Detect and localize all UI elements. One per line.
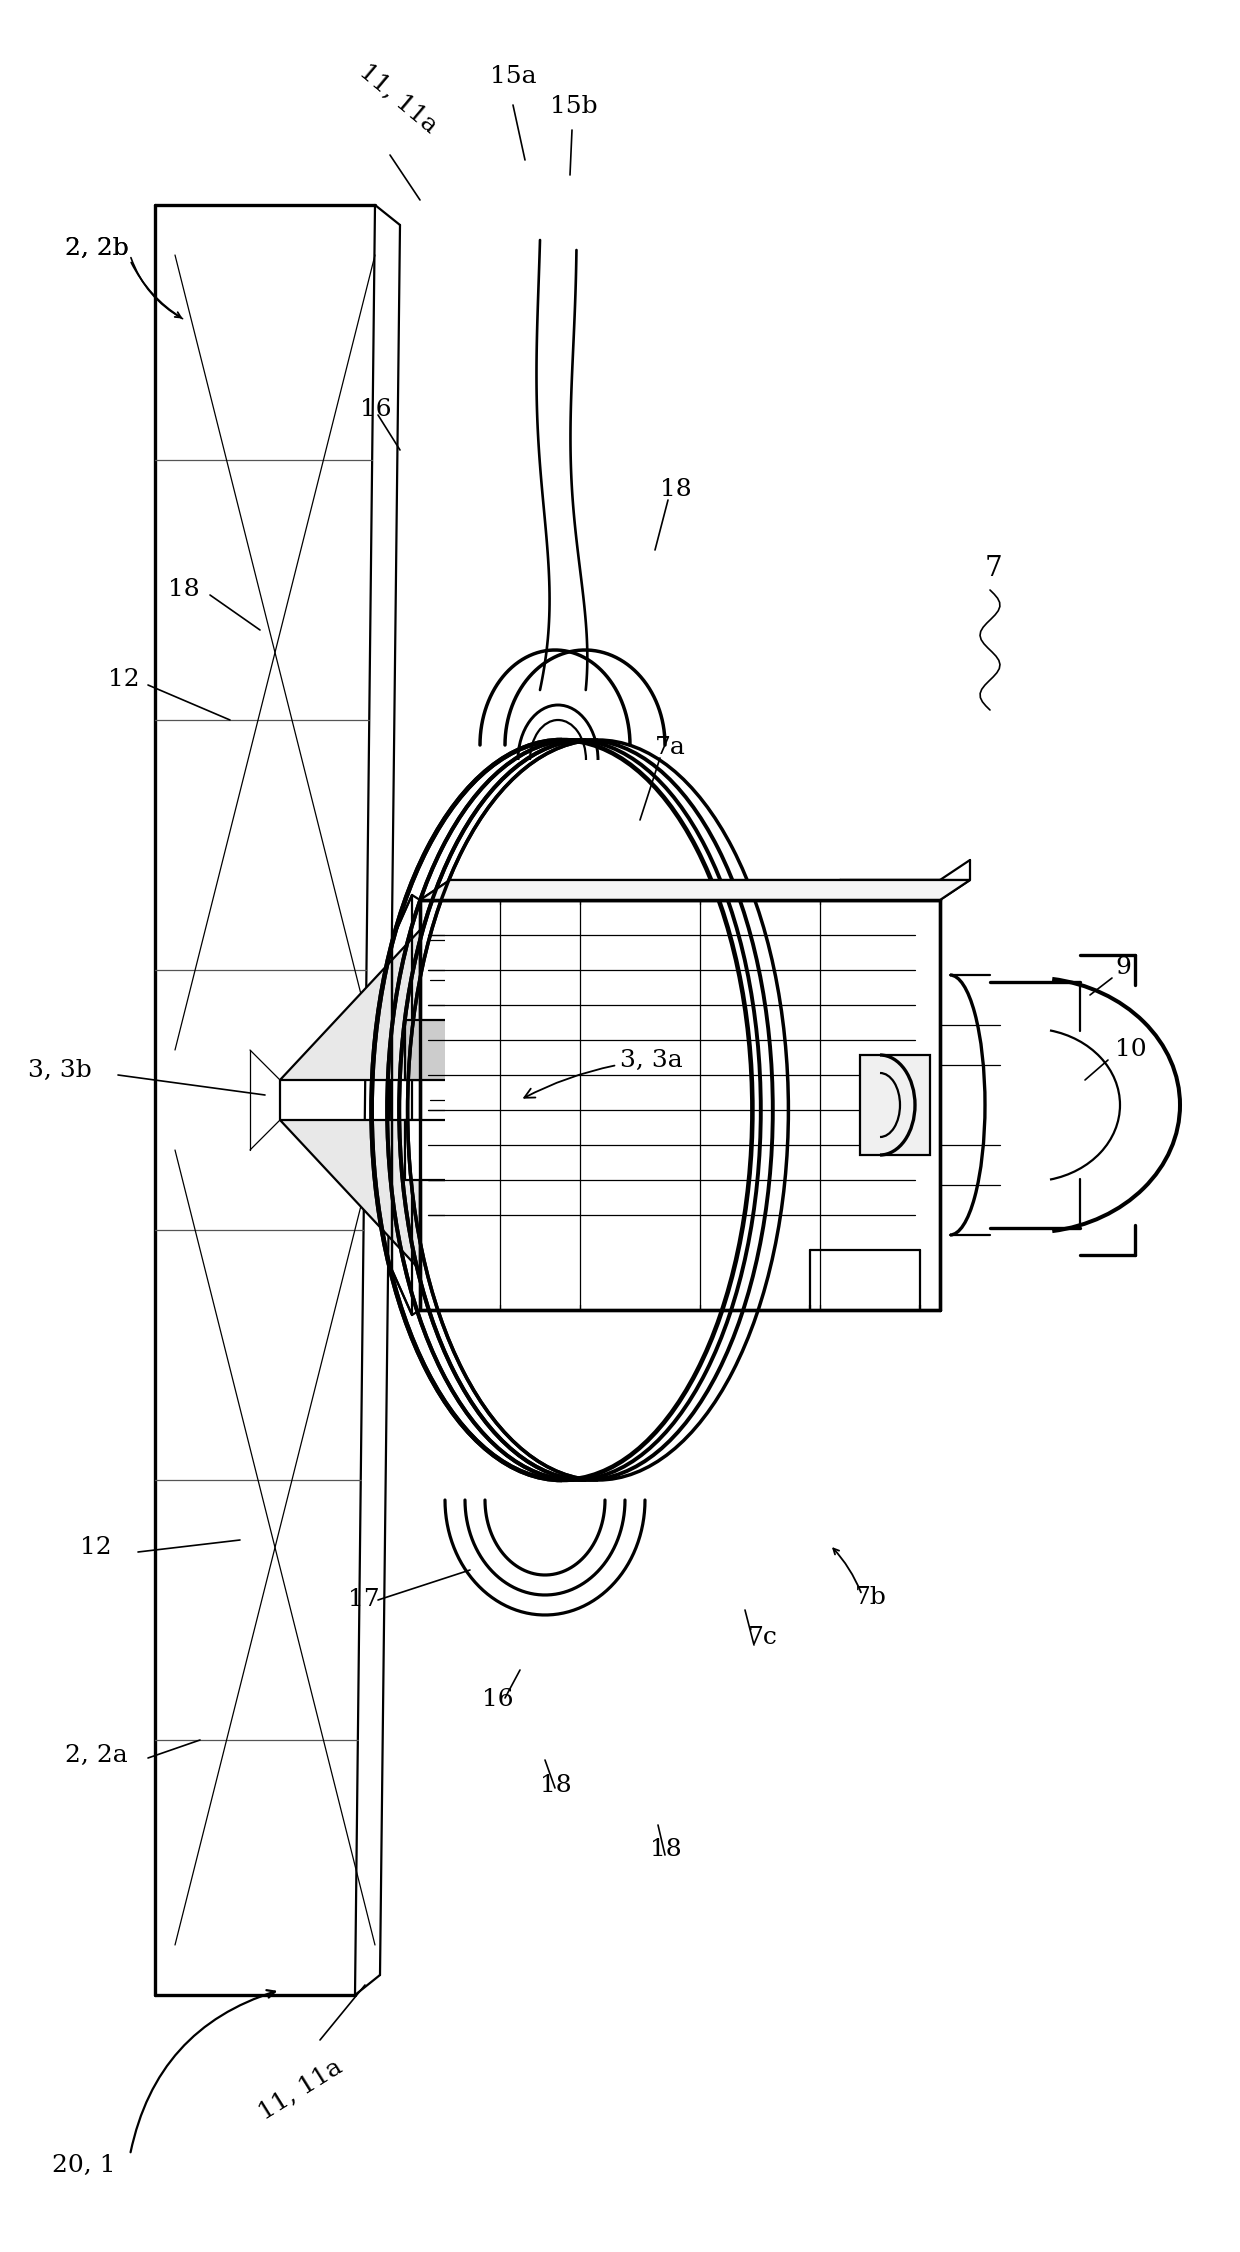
Text: 20, 1: 20, 1 [52, 2153, 115, 2175]
Text: 7b: 7b [856, 1585, 887, 1610]
Text: 2, 2a: 2, 2a [64, 1743, 128, 1766]
Text: 18: 18 [539, 1775, 572, 1797]
Text: 12: 12 [108, 669, 140, 691]
Text: 7a: 7a [655, 736, 686, 759]
Text: 3, 3a: 3, 3a [525, 1049, 683, 1097]
Polygon shape [445, 905, 935, 1304]
Polygon shape [280, 1119, 420, 1270]
Text: 9: 9 [1115, 957, 1131, 980]
Text: 17: 17 [348, 1588, 379, 1612]
Text: 7: 7 [985, 554, 1003, 581]
Text: 18: 18 [660, 477, 692, 502]
Text: 2, 2b: 2, 2b [64, 236, 129, 259]
Polygon shape [420, 881, 970, 901]
Text: 16: 16 [360, 399, 392, 421]
Polygon shape [861, 1054, 930, 1155]
Polygon shape [280, 930, 420, 1081]
Text: 15a: 15a [490, 65, 537, 88]
Text: 7c: 7c [748, 1626, 777, 1648]
Text: 10: 10 [1115, 1038, 1147, 1061]
Polygon shape [405, 1020, 450, 1081]
Polygon shape [420, 881, 970, 901]
Text: 12: 12 [81, 1536, 112, 1558]
Text: 15b: 15b [551, 95, 598, 117]
Text: 18: 18 [650, 1838, 682, 1862]
Text: 18: 18 [167, 579, 200, 601]
Text: 16: 16 [482, 1689, 513, 1712]
Text: 3, 3b: 3, 3b [29, 1058, 92, 1081]
Text: 11, 11a: 11, 11a [255, 2056, 347, 2124]
Text: 2, 2b: 2, 2b [64, 236, 129, 259]
Polygon shape [405, 1119, 450, 1180]
Text: 11, 11a: 11, 11a [355, 61, 441, 137]
